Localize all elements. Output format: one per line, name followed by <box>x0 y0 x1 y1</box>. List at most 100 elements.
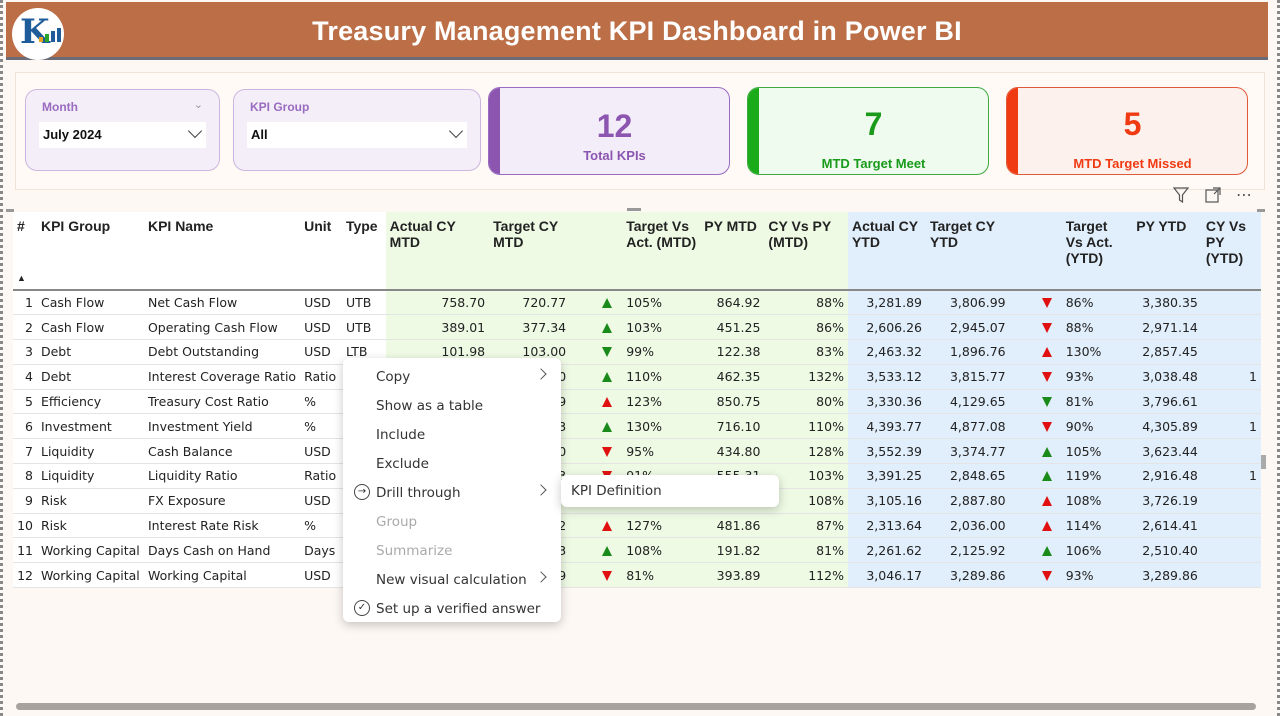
ytd-status-arrow-cell[interactable] <box>1009 339 1062 365</box>
cy-vs-py-ytd-cell[interactable] <box>1201 339 1261 365</box>
kpi-name-cell[interactable]: Liquidity Ratio <box>143 463 301 489</box>
unit-cell[interactable]: USD <box>300 339 342 365</box>
py-mtd-cell[interactable]: 716.10 <box>700 413 765 440</box>
ytd-status-arrow-cell[interactable] <box>1009 463 1062 489</box>
col-header-kpi-name[interactable]: KPI Name <box>143 212 301 291</box>
kpi-name-cell[interactable]: FX Exposure <box>143 488 301 514</box>
ytd-status-arrow-cell[interactable] <box>1009 537 1062 564</box>
actual-cy-ytd-cell[interactable]: 2,606.26 <box>847 314 926 341</box>
py-ytd-cell[interactable]: 2,510.40 <box>1132 537 1202 564</box>
col-header-index[interactable]: # ▲ <box>13 212 37 291</box>
unit-cell[interactable]: USD <box>300 488 342 514</box>
cy-vs-py-mtd-cell[interactable]: 86% <box>764 314 848 341</box>
kpi-group-cell[interactable]: Risk <box>36 513 144 539</box>
target-cy-ytd-cell[interactable]: 2,848.65 <box>925 463 1010 489</box>
row-index[interactable]: 3 <box>13 339 37 365</box>
menu-item-copy[interactable]: Copy <box>343 362 561 391</box>
kpi-group-cell[interactable]: Working Capital <box>36 537 144 564</box>
row-index[interactable]: 2 <box>13 314 37 341</box>
py-ytd-cell[interactable]: 2,971.14 <box>1132 314 1202 341</box>
ytd-status-arrow-cell[interactable] <box>1009 364 1062 390</box>
kpi-group-cell[interactable]: Liquidity <box>36 463 144 489</box>
unit-cell[interactable]: Days <box>300 537 342 564</box>
row-index[interactable]: 5 <box>13 389 37 415</box>
py-mtd-cell[interactable]: 434.80 <box>700 438 765 465</box>
resize-handle[interactable] <box>627 208 641 211</box>
row-index[interactable]: 8 <box>13 463 37 489</box>
target-cy-ytd-cell[interactable]: 3,289.86 <box>925 562 1010 589</box>
target-vs-act-ytd-cell[interactable]: 106% <box>1061 537 1133 564</box>
target-cy-mtd-cell[interactable]: 377.34 <box>489 314 571 341</box>
mtd-status-arrow-cell[interactable] <box>570 389 623 415</box>
target-vs-act-mtd-cell[interactable]: 81% <box>622 562 701 589</box>
kpi-group-cell[interactable]: Liquidity <box>36 438 144 465</box>
kpi-group-cell[interactable]: Debt <box>36 339 144 365</box>
mtd-status-arrow-cell[interactable] <box>570 562 623 589</box>
chevron-down-icon[interactable] <box>448 123 464 139</box>
target-vs-act-mtd-cell[interactable]: 123% <box>622 389 701 415</box>
kpi-name-cell[interactable]: Investment Yield <box>143 413 301 440</box>
kpi-name-cell[interactable]: Cash Balance <box>143 438 301 465</box>
ytd-status-arrow-cell[interactable] <box>1009 438 1062 465</box>
target-vs-act-ytd-cell[interactable]: 130% <box>1061 339 1133 365</box>
cy-vs-py-ytd-cell[interactable] <box>1201 537 1261 564</box>
target-vs-act-ytd-cell[interactable]: 81% <box>1061 389 1133 415</box>
target-vs-act-ytd-cell[interactable]: 93% <box>1061 364 1133 390</box>
col-header-target-cy-ytd[interactable]: Target CY YTD <box>925 212 1010 291</box>
target-vs-act-ytd-cell[interactable]: 105% <box>1061 438 1133 465</box>
cy-vs-py-ytd-cell[interactable]: 1 <box>1201 463 1261 489</box>
col-header-target-vs-act-mtd[interactable]: Target Vs Act. (MTD) <box>622 212 701 291</box>
table-row[interactable]: 6 Investment Investment Yield% 3 130% 716.10 1… <box>13 413 1261 440</box>
unit-cell[interactable]: Ratio <box>300 463 342 489</box>
target-vs-act-ytd-cell[interactable]: 114% <box>1061 513 1133 539</box>
py-ytd-cell[interactable]: 3,623.44 <box>1132 438 1202 465</box>
type-cell[interactable]: UTB <box>341 314 386 341</box>
resize-handle[interactable] <box>1257 209 1265 212</box>
unit-cell[interactable]: % <box>300 513 342 539</box>
table-row[interactable]: 4 Debt Interest Coverage Ratio Ratio 0 110% 46… <box>13 364 1261 390</box>
py-mtd-cell[interactable]: 191.82 <box>700 537 765 564</box>
py-mtd-cell[interactable]: 122.38 <box>700 339 765 365</box>
target-vs-act-mtd-cell[interactable]: 130% <box>622 413 701 440</box>
kpi-name-cell[interactable]: Interest Coverage Ratio <box>143 364 301 390</box>
menu-item-kpi-definition[interactable]: KPI Definition <box>571 483 662 499</box>
py-mtd-cell[interactable]: 481.86 <box>700 513 765 539</box>
target-cy-ytd-cell[interactable]: 2,945.07 <box>925 314 1010 341</box>
target-cy-ytd-cell[interactable]: 1,896.76 <box>925 339 1010 365</box>
mtd-status-arrow-cell[interactable] <box>570 413 623 440</box>
collapse-chevron-icon[interactable]: ⌄ <box>193 98 203 111</box>
mtd-status-arrow-cell[interactable] <box>570 314 623 341</box>
col-header-cy-vs-py-ytd[interactable]: CY Vs PY (YTD) <box>1201 212 1261 291</box>
more-options-icon[interactable]: ⋯ <box>1236 185 1253 204</box>
kpi-group-cell[interactable]: Debt <box>36 364 144 390</box>
menu-item-show-as-a-table[interactable]: Show as a table <box>343 391 561 420</box>
cy-vs-py-ytd-cell[interactable] <box>1201 389 1261 415</box>
table-row[interactable]: 7 Liquidity Cash Balance USD 0 95% 434.80 128% 3… <box>13 438 1261 465</box>
target-vs-act-ytd-cell[interactable]: 119% <box>1061 463 1133 489</box>
actual-cy-mtd-cell[interactable]: 758.70 <box>385 290 490 316</box>
actual-cy-ytd-cell[interactable]: 3,533.12 <box>847 364 926 390</box>
actual-cy-ytd-cell[interactable]: 4,393.77 <box>847 413 926 440</box>
mtd-status-arrow-cell[interactable] <box>570 290 623 316</box>
filter-icon[interactable] <box>1172 186 1190 204</box>
actual-cy-ytd-cell[interactable]: 3,046.17 <box>847 562 926 589</box>
cy-vs-py-mtd-cell[interactable]: 132% <box>764 364 848 390</box>
cy-vs-py-mtd-cell[interactable]: 80% <box>764 389 848 415</box>
ytd-status-arrow-cell[interactable] <box>1009 413 1062 440</box>
row-index[interactable]: 6 <box>13 413 37 440</box>
target-cy-ytd-cell[interactable]: 2,887.80 <box>925 488 1010 514</box>
cy-vs-py-ytd-cell[interactable] <box>1201 513 1261 539</box>
focus-mode-icon[interactable] <box>1204 186 1222 204</box>
kpi-group-cell[interactable]: Risk <box>36 488 144 514</box>
menu-item-include[interactable]: Include <box>343 420 561 449</box>
cy-vs-py-ytd-cell[interactable]: 1 <box>1201 364 1261 390</box>
cy-vs-py-mtd-cell[interactable]: 112% <box>764 562 848 589</box>
cy-vs-py-ytd-cell[interactable] <box>1201 438 1261 465</box>
py-ytd-cell[interactable]: 4,305.89 <box>1132 413 1202 440</box>
col-header-ytd-arrow[interactable] <box>1009 212 1062 291</box>
target-cy-mtd-cell[interactable]: 720.77 <box>489 290 571 316</box>
kpi-name-cell[interactable]: Debt Outstanding <box>143 339 301 365</box>
row-index[interactable]: 1 <box>13 290 37 316</box>
py-mtd-cell[interactable]: 864.92 <box>700 290 765 316</box>
target-vs-act-mtd-cell[interactable]: 108% <box>622 537 701 564</box>
